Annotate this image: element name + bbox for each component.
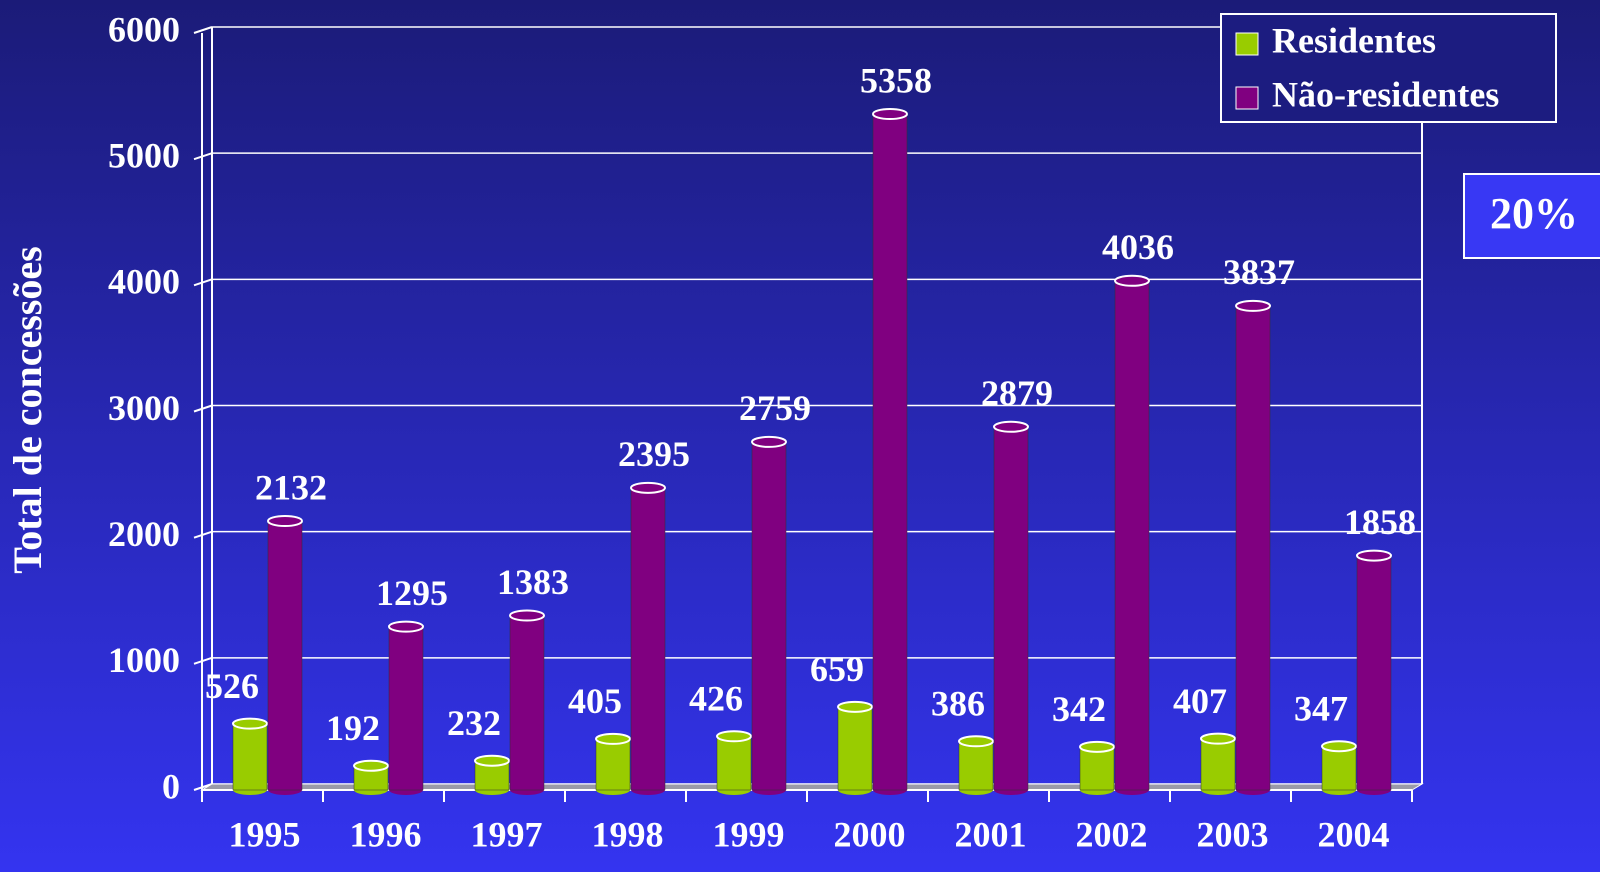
bar-top — [388, 620, 424, 633]
tick-mark — [193, 656, 213, 665]
data-label: 386 — [931, 684, 985, 724]
x-tick-label: 1997 — [471, 814, 543, 854]
bar — [630, 487, 666, 791]
y-tick-label: 1000 — [108, 640, 180, 680]
data-label: 526 — [205, 666, 259, 706]
y-tick-label: 2000 — [108, 514, 180, 554]
bar-top — [474, 754, 510, 767]
bar — [1079, 746, 1115, 791]
data-label: 4036 — [1102, 227, 1174, 267]
bar-top — [1321, 740, 1357, 753]
bar-top — [958, 735, 994, 748]
x-tick-label: 1998 — [592, 814, 664, 854]
data-label: 405 — [568, 681, 622, 721]
bar — [388, 626, 424, 791]
bar — [751, 441, 787, 791]
bar-top — [1356, 549, 1392, 562]
bar — [837, 706, 873, 791]
y-tick-label: 5000 — [108, 135, 180, 175]
bar — [872, 113, 908, 791]
data-label: 2879 — [981, 373, 1053, 413]
bar — [1321, 745, 1357, 791]
x-tick-label: 2003 — [1197, 814, 1269, 854]
bar-top — [1114, 274, 1150, 287]
bar-top — [595, 732, 631, 745]
bar — [958, 741, 994, 791]
data-label: 659 — [810, 649, 864, 689]
tick-mark — [193, 278, 213, 287]
tick-mark — [193, 26, 213, 34]
data-label: 2395 — [618, 434, 690, 474]
legend-label: Não-residentes — [1272, 74, 1499, 114]
x-tick-label: 2001 — [955, 814, 1027, 854]
bar-top — [630, 481, 666, 494]
data-label: 1858 — [1344, 502, 1416, 542]
x-tick-label: 2004 — [1318, 814, 1390, 854]
legend-swatch — [1235, 86, 1259, 110]
data-label: 407 — [1173, 681, 1227, 721]
bar — [1200, 738, 1236, 791]
data-label: 3837 — [1223, 252, 1295, 292]
bar-top — [1235, 299, 1271, 312]
tick-mark — [193, 404, 213, 413]
x-tick-label: 2000 — [834, 814, 906, 854]
data-label: 2132 — [255, 467, 327, 507]
legend-swatch — [1235, 32, 1259, 56]
legend-box — [1220, 13, 1557, 123]
y-tick-label: 4000 — [108, 262, 180, 302]
bar-top — [509, 609, 545, 622]
data-label: 5358 — [860, 60, 932, 100]
bar — [1235, 305, 1271, 791]
bar-top — [1200, 732, 1236, 745]
data-label: 232 — [447, 703, 501, 743]
y-axis-label: Total de concessões — [5, 246, 50, 573]
bar-top — [232, 717, 268, 730]
y-tick-label: 0 — [162, 766, 180, 806]
bar-top — [267, 515, 303, 528]
data-label: 1295 — [376, 573, 448, 613]
data-label: 347 — [1294, 688, 1348, 728]
bar — [267, 520, 303, 791]
data-label: 1383 — [497, 562, 569, 602]
bar — [232, 723, 268, 791]
tick-mark — [193, 152, 213, 161]
bar-top — [1079, 740, 1115, 753]
data-label: 192 — [326, 708, 380, 748]
tick-mark — [193, 783, 213, 791]
bar — [993, 426, 1029, 791]
annotation: 20% — [1490, 189, 1578, 238]
bar-top — [837, 700, 873, 713]
bar — [1114, 280, 1150, 791]
bar — [716, 736, 752, 791]
x-tick-label: 2002 — [1076, 814, 1148, 854]
x-tick-label: 1999 — [713, 814, 785, 854]
bar — [509, 615, 545, 791]
annotation-box — [1463, 173, 1600, 259]
y-tick-label: 6000 — [108, 9, 180, 49]
data-label: 342 — [1052, 689, 1106, 729]
bar-top — [872, 107, 908, 120]
y-tick-label: 3000 — [108, 388, 180, 428]
bar-top — [716, 730, 752, 743]
bar — [1356, 555, 1392, 791]
bar-top — [993, 420, 1029, 433]
legend-label: Residentes — [1272, 20, 1436, 60]
bar-top — [751, 435, 787, 448]
bar-top — [353, 759, 389, 772]
data-label: 2759 — [739, 388, 811, 428]
x-tick-label: 1996 — [350, 814, 422, 854]
tick-mark — [193, 530, 213, 539]
bar — [595, 738, 631, 791]
data-label: 426 — [689, 679, 743, 719]
x-tick-label: 1995 — [229, 814, 301, 854]
